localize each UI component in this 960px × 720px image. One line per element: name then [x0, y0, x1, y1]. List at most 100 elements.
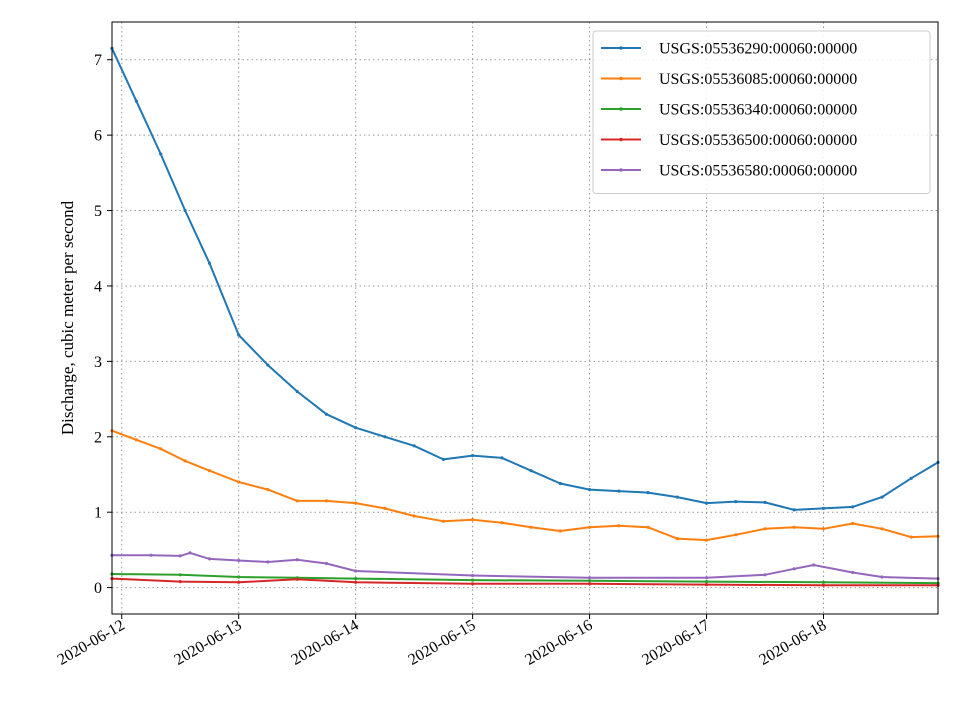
legend-box — [592, 30, 931, 194]
y-tick-label: 7 — [94, 52, 102, 69]
data-point — [588, 576, 592, 580]
x-tick-label: 2020-06-18 — [756, 617, 829, 669]
legend-label: USGS:05536500:00060:00000 — [659, 132, 857, 149]
x-tick-label: 2020-06-17 — [639, 617, 712, 669]
data-point — [159, 447, 163, 451]
data-point — [851, 570, 855, 575]
data-point — [441, 457, 445, 461]
data-point — [188, 551, 192, 555]
data-point — [354, 569, 358, 573]
data-point — [441, 519, 445, 523]
plot-frame — [111, 21, 939, 615]
data-point — [763, 500, 767, 504]
legend-entry: USGS:05536500:00060:00000 — [601, 132, 857, 149]
legend-label: USGS:05536085:00060:00000 — [659, 71, 857, 88]
y-axis: 0 1 2 3 4 5 6 7 — [94, 52, 112, 597]
y-tick-label: 4 — [94, 278, 102, 295]
data-point — [558, 529, 562, 533]
data-point — [207, 469, 212, 473]
data-point — [704, 580, 709, 584]
data-point — [704, 538, 709, 542]
legend-entry: USGS:05536290:00060:00000 — [601, 41, 857, 58]
series-line — [111, 573, 939, 585]
data-point — [646, 491, 650, 495]
data-point — [134, 99, 138, 103]
data-point — [354, 577, 358, 581]
data-point — [617, 524, 621, 528]
series-3 — [110, 572, 940, 585]
data-point — [880, 495, 884, 499]
data-point — [412, 514, 416, 518]
y-tick-label: 6 — [94, 128, 102, 145]
series-line — [111, 47, 939, 511]
data-point — [471, 582, 475, 586]
legend-marker — [619, 137, 623, 142]
data-point — [851, 521, 855, 526]
data-point — [821, 580, 826, 584]
data-point — [500, 456, 504, 460]
legend-marker — [619, 107, 623, 111]
y-tick-label: 3 — [94, 354, 102, 371]
data-point — [183, 208, 187, 213]
legend-label: USGS:05536340:00060:00000 — [659, 102, 857, 119]
data-point — [734, 500, 738, 504]
data-point — [529, 469, 533, 473]
data-point — [178, 573, 182, 577]
x-tick-label: 2020-06-12 — [55, 617, 128, 669]
y-tick-label: 0 — [94, 580, 102, 597]
x-tick-label: 2020-06-15 — [405, 617, 478, 669]
data-point — [588, 525, 592, 529]
data-point — [704, 576, 709, 580]
data-point — [821, 583, 826, 587]
y-tick-label: 5 — [94, 203, 102, 220]
data-point — [266, 488, 270, 492]
data-point — [383, 506, 387, 510]
data-point — [704, 501, 709, 505]
y-tick-label: 2 — [94, 429, 102, 446]
x-tick-label: 2020-06-14 — [289, 617, 362, 669]
data-point — [266, 560, 270, 564]
x-tick-label: 2020-06-16 — [522, 617, 595, 669]
data-point — [471, 573, 475, 578]
legend-entry: USGS:05536340:00060:00000 — [601, 102, 857, 119]
data-point — [383, 435, 387, 439]
legend: USGS:05536290:00060:00000 USGS:05536085:0… — [592, 30, 931, 194]
legend-marker — [619, 46, 623, 50]
series-1 — [110, 46, 940, 512]
legend-label: USGS:05536580:00060:00000 — [659, 163, 857, 180]
legend-marker — [619, 168, 623, 172]
series-4 — [110, 577, 940, 587]
data-point — [588, 579, 592, 583]
data-point — [354, 580, 358, 584]
data-point — [909, 476, 913, 480]
data-point — [812, 563, 816, 567]
data-point — [471, 578, 475, 582]
series-5 — [110, 551, 940, 581]
data-point — [880, 527, 884, 531]
data-point — [324, 561, 328, 566]
data-point — [237, 480, 241, 484]
data-point — [471, 518, 475, 522]
data-point — [183, 459, 187, 463]
data-point — [763, 527, 767, 531]
data-point — [792, 567, 796, 571]
data-point — [646, 525, 650, 529]
data-point — [354, 501, 358, 505]
data-point — [207, 261, 212, 265]
data-point — [324, 499, 328, 503]
data-point — [159, 152, 163, 156]
legend-marker — [619, 76, 623, 81]
data-point — [207, 557, 212, 561]
data-point — [588, 488, 592, 492]
x-axis: 2020-06-12 2020-06-13 2020-06-14 2020-06-15… — [55, 614, 829, 669]
data-point — [675, 537, 679, 541]
data-point — [880, 575, 884, 579]
data-point — [675, 495, 679, 499]
x-tick-label: 2020-06-13 — [172, 617, 245, 669]
data-point — [295, 558, 299, 562]
data-point — [471, 454, 475, 458]
data-point — [237, 333, 241, 337]
data-point — [792, 525, 796, 529]
data-point — [704, 583, 709, 587]
